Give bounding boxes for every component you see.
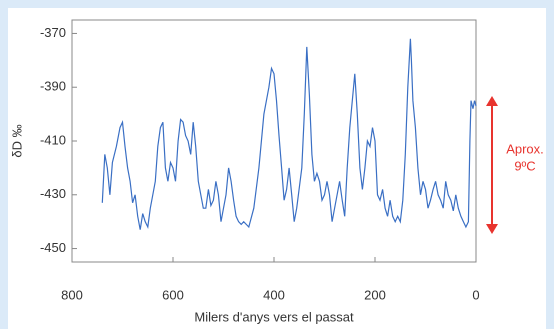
annotation-text: Aprox. [506,141,544,156]
x-tick-label: 0 [472,287,479,302]
y-tick-label: -410 [40,132,66,147]
data-line [101,38,477,230]
x-tick-label: 600 [162,287,184,302]
x-tick-label: 800 [61,287,83,302]
y-tick-label: -450 [40,240,66,255]
panel [8,8,546,329]
x-tick-label: 200 [364,287,386,302]
annotation-text: 9ºC [514,158,535,173]
arrow-head [486,224,498,234]
y-tick-label: -390 [40,79,66,94]
x-axis-label: Milers d'anys vers el passat [194,309,354,324]
y-tick-label: -430 [40,186,66,201]
y-tick-label: -370 [40,25,66,40]
y-axis-label: δD ‰ [9,124,24,157]
arrow-head [486,96,498,106]
x-tick-label: 400 [263,287,285,302]
